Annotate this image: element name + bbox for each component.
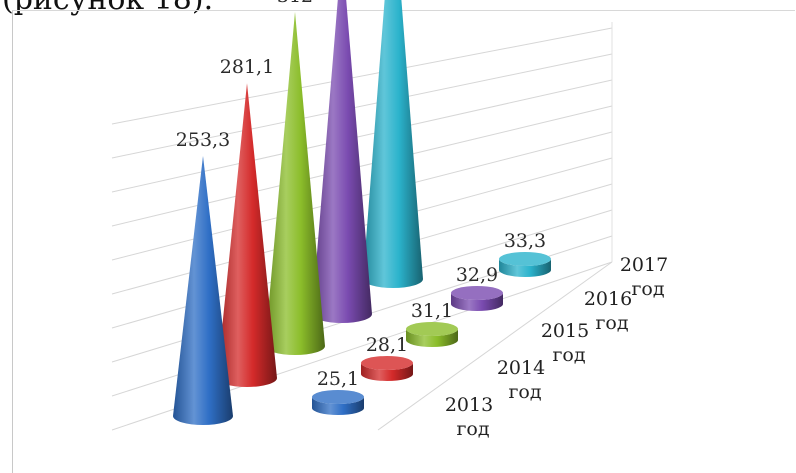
- figure-caption: (рисунок 18).: [2, 0, 213, 17]
- cylinder-top: [361, 356, 413, 370]
- value-label-series1: 253,3: [176, 129, 230, 151]
- category-label: 2016 год: [584, 288, 632, 334]
- chart-labels: 347,8334,4312281,1253,333,332,931,128,12…: [176, 0, 668, 440]
- chart-marks: [173, 0, 551, 425]
- value-label-series2: 31,1: [411, 300, 453, 322]
- cone-mark-2014: [217, 83, 277, 387]
- cone-mark-2016: [312, 0, 372, 323]
- category-label: 2017 год: [620, 254, 668, 300]
- cylinder-mark-2016: [451, 293, 503, 311]
- cylinder-mark-2015: [406, 329, 458, 347]
- cone-mark-2015: [265, 11, 325, 355]
- value-label-series2: 33,3: [504, 230, 546, 252]
- cone-mark-2017: [363, 0, 423, 288]
- value-label-series2: 25,1: [317, 368, 359, 390]
- cone-mark-2013: [173, 155, 233, 425]
- cylinder-mark-2017: [499, 259, 551, 277]
- cylinder-mark-2013: [312, 397, 364, 415]
- category-label: 2015 год: [541, 320, 589, 366]
- value-label-series1: 312: [277, 0, 313, 7]
- value-label-series1: 281,1: [220, 56, 274, 78]
- cylinder-top: [499, 252, 551, 266]
- cylinder-top: [312, 390, 364, 404]
- cylinder-top: [451, 286, 503, 300]
- cylinder-mark-2014: [361, 363, 413, 381]
- category-label: 2013 год: [445, 394, 493, 440]
- value-label-series2: 28,1: [366, 334, 408, 356]
- chart-frame: [12, 10, 795, 473]
- category-label: 2014 год: [497, 357, 545, 403]
- cylinder-top: [406, 322, 458, 336]
- value-label-series2: 32,9: [456, 264, 498, 286]
